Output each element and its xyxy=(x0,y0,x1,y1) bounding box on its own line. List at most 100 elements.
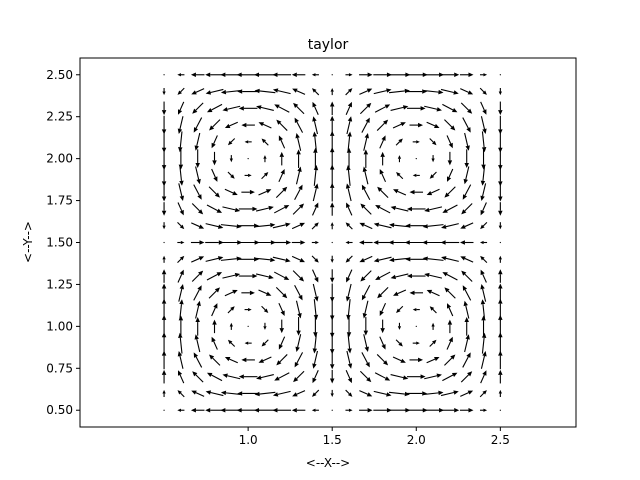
quiver-arrow xyxy=(312,283,319,302)
quiver-arrow xyxy=(312,350,319,369)
quiver-arrow xyxy=(359,390,373,397)
quiver-arrow xyxy=(415,325,417,327)
quiver-arrow xyxy=(177,370,185,384)
quiver-arrow xyxy=(498,255,502,263)
quiver-arrow xyxy=(379,336,386,350)
x-tick-label: 1.5 xyxy=(323,433,342,447)
quiver-arrow xyxy=(376,119,389,131)
quiver-arrow xyxy=(442,272,458,281)
quiver-arrow xyxy=(498,283,503,303)
y-tick-label: 0.75 xyxy=(46,361,73,375)
y-tick-label: 1.50 xyxy=(46,236,73,250)
quiver-arrow xyxy=(360,203,372,215)
quiver-arrow xyxy=(396,305,404,313)
quiver-arrow xyxy=(162,87,166,96)
quiver-arrow xyxy=(390,105,409,111)
quiver-arrow xyxy=(440,88,459,95)
quiver-arrow xyxy=(361,352,370,368)
quiver-arrow xyxy=(460,88,474,95)
quiver-arrow xyxy=(177,116,184,134)
quiver-arrow xyxy=(373,222,392,229)
quiver-arrow xyxy=(374,372,391,381)
quiver-arrow xyxy=(412,307,420,312)
quiver-arrow xyxy=(224,357,238,364)
quiver-arrow xyxy=(480,269,487,283)
quiver-arrow xyxy=(346,350,353,369)
quiver-arrow xyxy=(379,135,386,149)
quiver-arrow xyxy=(258,356,272,363)
quiver-arrow xyxy=(444,354,456,366)
quiver-arrow xyxy=(464,317,469,336)
quiver-arrow xyxy=(464,334,470,353)
quiver-arrow xyxy=(361,184,371,200)
quiver-arrow xyxy=(190,407,205,413)
quiver-arrow xyxy=(177,202,184,216)
quiver-arrow xyxy=(390,205,409,212)
quiver-arrow xyxy=(462,184,472,200)
quiver-arrow xyxy=(345,408,353,412)
quiver-arrow xyxy=(161,269,167,283)
quiver-arrow xyxy=(499,241,501,244)
quiver-arrow xyxy=(227,306,235,314)
quiver-arrow xyxy=(441,223,459,229)
quiver-arrow xyxy=(312,202,319,216)
quiver-arrow xyxy=(481,147,486,170)
quiver-arrow xyxy=(211,336,218,350)
quiver-arrow xyxy=(295,166,302,185)
quiver-arrow xyxy=(377,286,389,299)
quiver-arrow xyxy=(191,88,205,95)
quiver-arrow xyxy=(241,357,255,363)
quiver-arrow xyxy=(258,189,272,196)
quiver-arrow xyxy=(480,283,487,302)
quiver-arrow xyxy=(405,223,428,228)
quiver-arrow xyxy=(208,186,220,198)
quiver-arrow xyxy=(241,122,255,128)
quiver-arrow xyxy=(442,204,458,213)
quiver-arrow xyxy=(429,339,437,347)
quiver-arrow xyxy=(359,222,373,230)
quiver-arrow xyxy=(247,325,249,327)
quiver-arrow xyxy=(345,73,353,77)
quiver-arrow xyxy=(380,319,385,334)
quiver-arrow xyxy=(431,322,435,330)
quiver-arrow xyxy=(395,339,403,347)
quiver-arrow xyxy=(311,73,319,77)
quiver-arrow xyxy=(442,372,458,382)
quiver-arrow xyxy=(238,374,258,379)
quiver-arrow xyxy=(177,240,185,245)
quiver-arrow xyxy=(278,336,286,350)
quiver-arrow xyxy=(498,222,502,230)
quiver-arrow xyxy=(331,74,333,76)
quiver-arrow xyxy=(329,283,335,303)
quiver-arrow xyxy=(480,101,487,115)
quiver-arrow xyxy=(396,172,404,180)
quiver-arrow xyxy=(405,257,428,262)
quiver-arrow xyxy=(460,102,473,114)
quiver-arrow xyxy=(409,357,424,363)
quiver-arrow xyxy=(361,117,370,133)
quiver-arrow xyxy=(377,186,389,199)
quiver-arrow xyxy=(373,256,392,263)
quiver-arrow xyxy=(480,351,487,369)
quiver-arrow xyxy=(480,183,487,202)
quiver-arrow xyxy=(295,133,302,151)
quiver-arrow xyxy=(345,101,352,115)
quiver-arrow xyxy=(292,270,305,282)
quiver-arrow xyxy=(244,341,252,345)
quiver-arrow xyxy=(460,371,473,383)
quiver-arrow xyxy=(237,89,260,94)
quiver-arrow xyxy=(190,72,205,78)
quiver-arrow xyxy=(276,119,288,131)
quiver-arrow xyxy=(209,119,221,131)
quiver-arrow xyxy=(480,116,487,134)
quiver-arrow xyxy=(440,240,460,245)
quiver-arrow xyxy=(273,271,290,281)
quiver-arrow xyxy=(179,299,184,321)
quiver-arrow xyxy=(373,88,392,95)
quiver-arrow xyxy=(295,334,302,352)
quiver-arrow xyxy=(205,88,224,95)
quiver-arrow xyxy=(359,72,373,78)
quiver-arrow xyxy=(222,272,241,279)
quiver-arrow xyxy=(429,306,437,314)
y-tick-label: 1.75 xyxy=(46,194,73,208)
